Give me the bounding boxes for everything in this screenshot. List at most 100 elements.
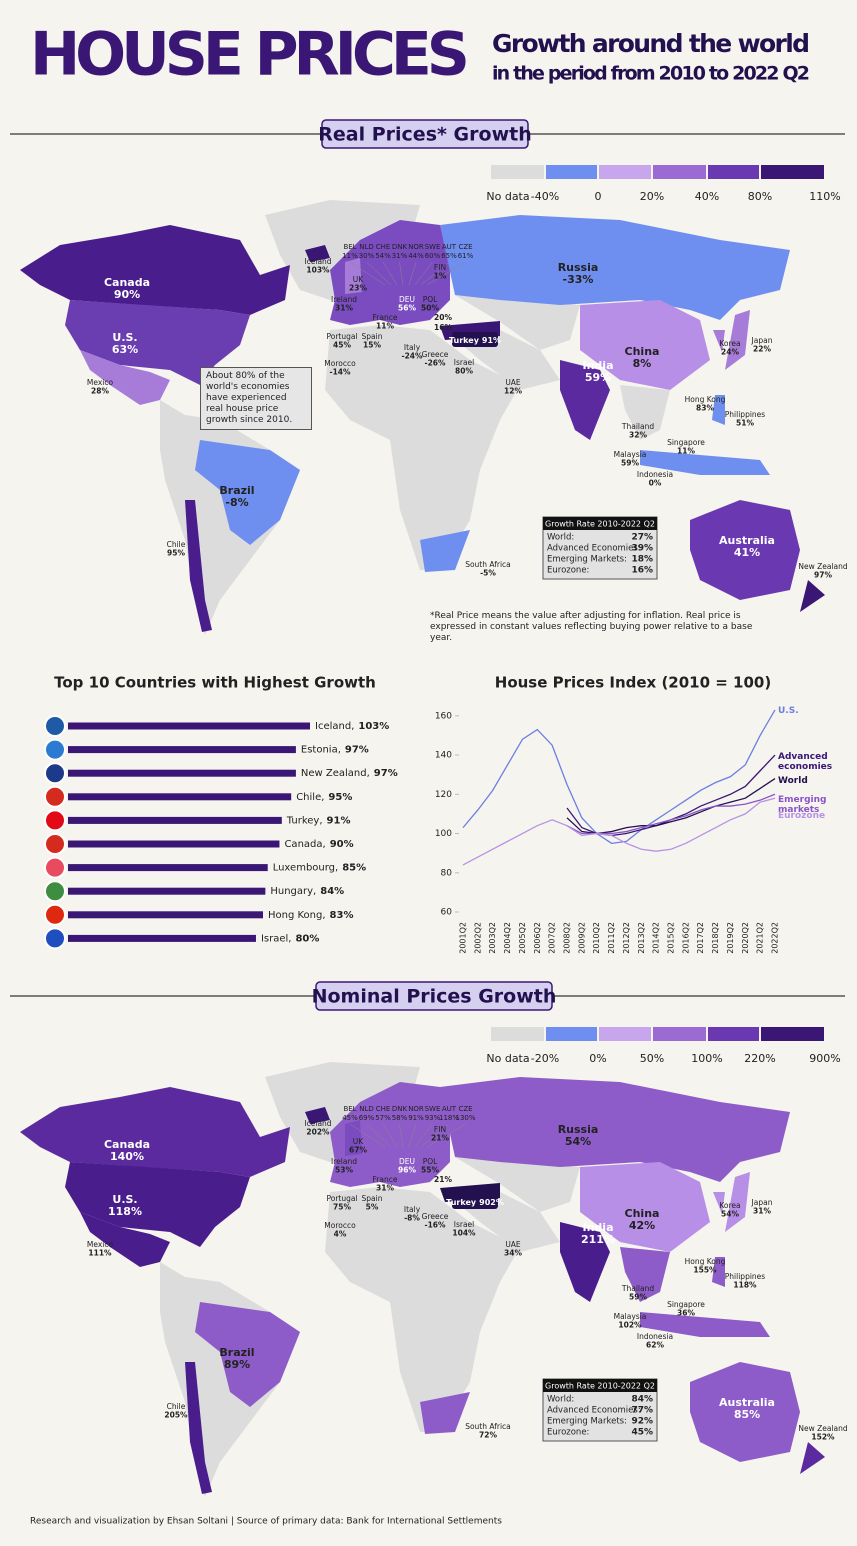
country-name: Korea: [719, 339, 740, 348]
summary-value: 16%: [631, 566, 653, 576]
x-tick-label: 2013Q2: [637, 922, 646, 954]
country-value: 21%: [431, 1134, 449, 1143]
summary-title: Growth Rate 2010-2022 Q2: [545, 520, 655, 529]
summary-header: [543, 1379, 657, 1392]
section-badge: [321, 119, 529, 149]
country-name: Korea: [719, 1201, 740, 1210]
country-name: Ireland: [331, 295, 357, 304]
country-label: Turkey 902%: [446, 1198, 504, 1207]
bar: [68, 793, 292, 801]
bar: [68, 816, 282, 824]
country-name: Israel: [454, 1220, 475, 1229]
summary-value: 45%: [631, 1428, 653, 1438]
value-label: 90%: [330, 839, 354, 850]
series-line: [462, 709, 776, 845]
country-value: 0%: [649, 479, 662, 488]
country-value: 45%: [342, 1114, 358, 1122]
country-code: CZE: [458, 243, 472, 251]
country-value: 211%: [581, 1233, 615, 1246]
flag: [44, 715, 66, 737]
section-badge: [315, 981, 553, 1011]
bar: [68, 769, 296, 777]
footer: Research and visualization by Ehsan Solt…: [30, 1517, 502, 1527]
country-value: 93%: [425, 1114, 441, 1122]
country-name: UAE: [505, 1240, 521, 1249]
country-value: 83%: [696, 404, 714, 413]
category-label: Turkey,: [286, 815, 323, 826]
x-tick-label: 2016Q2: [681, 922, 690, 954]
country-code: DNK: [392, 243, 408, 251]
country-value: 16%: [434, 323, 452, 332]
country-value: 51%: [736, 419, 754, 428]
x-tick-label: 2001Q2: [459, 922, 468, 954]
page-period: in the period from 2010 to 2022 Q2: [492, 63, 810, 85]
country-value: 34%: [504, 1249, 522, 1258]
x-tick-label: 2009Q2: [577, 922, 586, 954]
category-label: Luxembourg,: [273, 863, 339, 874]
country-value: 65%: [441, 252, 457, 260]
country-value: 59%: [629, 1293, 647, 1302]
country-value: 31%: [392, 252, 408, 260]
category-label: Iceland,: [315, 721, 354, 732]
country-name: Ireland: [331, 1157, 357, 1166]
country-value: 155%: [693, 1266, 717, 1275]
nominal-map: [20, 1062, 825, 1497]
bar: [68, 911, 264, 919]
bar: [68, 934, 256, 942]
country-value: 11%: [677, 447, 695, 456]
legend-label: 50%: [640, 1052, 664, 1065]
summary-value: 77%: [631, 1406, 653, 1416]
country-value: -8%: [225, 496, 248, 509]
country-name: FIN: [434, 263, 446, 272]
summary-label: Emerging Markets:: [547, 1417, 627, 1427]
country-name: Hong Kong: [685, 1257, 726, 1266]
country-value: 50%: [421, 304, 439, 313]
country-name: Mexico: [87, 378, 114, 387]
country-value: 24%: [721, 348, 739, 357]
country-value: 202%: [306, 1128, 330, 1137]
summary-label: World:: [547, 1395, 574, 1405]
leader-line: [420, 261, 450, 286]
bar-label: Estonia, 97%: [301, 745, 369, 756]
country-value: 118%: [108, 1205, 142, 1218]
country-value: 15%: [363, 341, 381, 350]
country-value: 85%: [734, 1408, 760, 1421]
country-name: New Zealand: [798, 562, 848, 571]
country-name: Japan: [751, 1198, 773, 1207]
country-name: Thailand: [621, 1284, 654, 1293]
summary-value: 92%: [631, 1417, 653, 1427]
country-value: 20%: [434, 313, 452, 322]
country-value: 118%: [439, 1114, 459, 1122]
flag: [44, 856, 66, 879]
country-value: 205%: [164, 1411, 188, 1420]
category-label: Hong Kong,: [268, 910, 326, 921]
page-subtitle: Growth around the world: [492, 29, 810, 58]
country-value: 22%: [753, 345, 771, 354]
value-label: 80%: [295, 933, 319, 944]
country-name: POL: [423, 295, 438, 304]
country-code: AUT: [442, 1105, 457, 1113]
section-title: Nominal Prices Growth: [312, 986, 557, 1008]
leader-line: [408, 1123, 417, 1148]
country-value: 28%: [91, 387, 109, 396]
x-tick-label: 2020Q2: [741, 922, 750, 954]
line-chart-title: House Prices Index (2010 = 100): [495, 674, 771, 692]
country-value: 63%: [112, 343, 138, 356]
legend-label: 110%: [809, 190, 840, 203]
country-value: 21%: [434, 1175, 452, 1184]
country-name: France: [373, 1175, 398, 1184]
country-name: Morocco: [324, 359, 356, 368]
country-name: Chile: [167, 1402, 186, 1411]
country-name: DEU: [399, 1157, 415, 1166]
series-label: World: [778, 776, 808, 786]
country-name: New Zealand: [798, 1424, 848, 1433]
country-value: 97%: [814, 571, 832, 580]
country-name: Iceland: [304, 1119, 331, 1128]
country-name: India: [583, 1221, 614, 1234]
legend-swatch: [653, 1027, 706, 1041]
category-label: Israel,: [261, 933, 292, 944]
legend-label: -20%: [531, 1052, 559, 1065]
country-name: Greece: [422, 350, 449, 359]
country-value: 54%: [721, 1210, 739, 1219]
